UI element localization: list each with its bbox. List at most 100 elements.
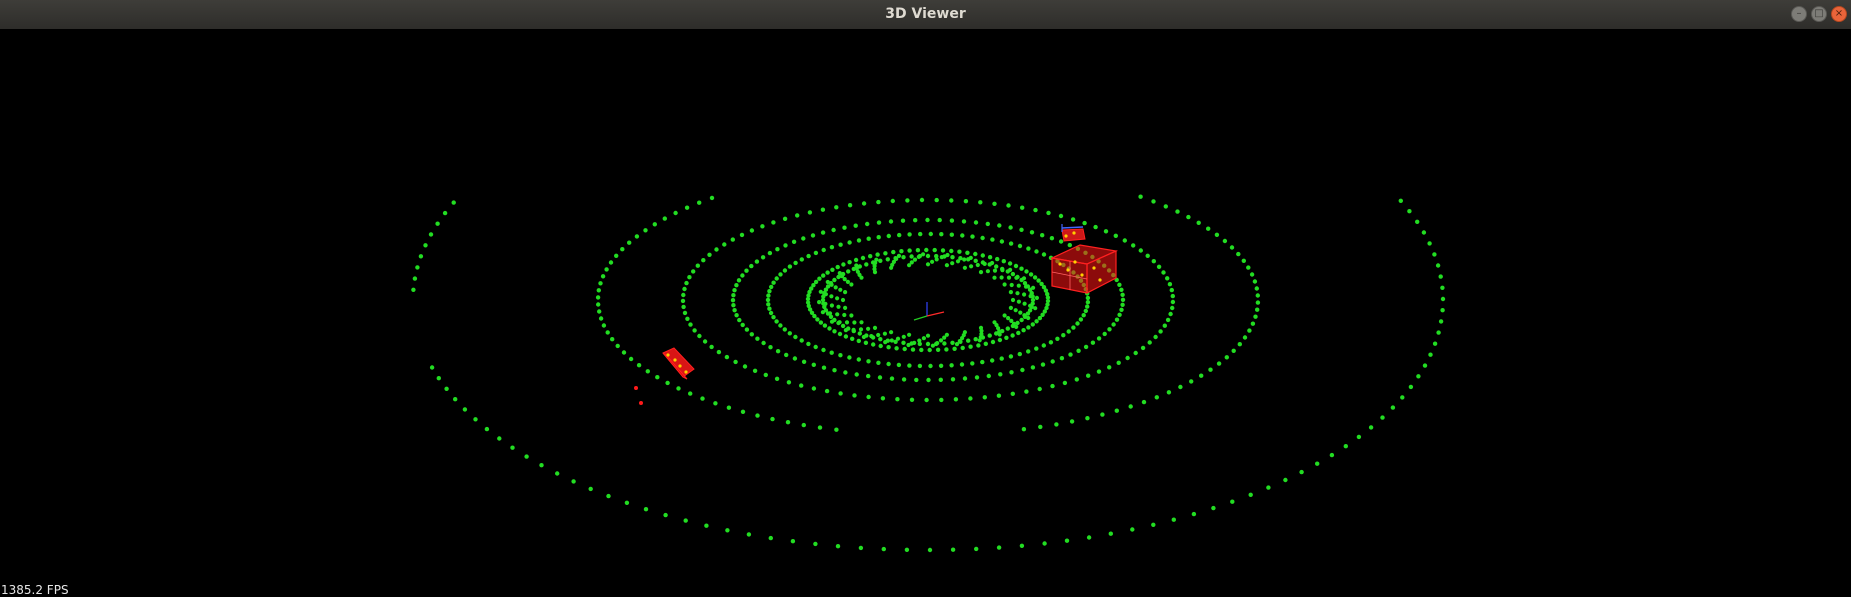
point [700, 396, 705, 401]
point [970, 361, 975, 366]
point [978, 200, 983, 205]
point [934, 257, 939, 262]
point [770, 416, 775, 422]
point [891, 259, 897, 264]
point [771, 220, 776, 225]
point [799, 257, 804, 262]
point [959, 362, 965, 367]
point [1010, 271, 1016, 277]
point [1438, 274, 1443, 279]
point [605, 330, 610, 335]
point [1059, 356, 1065, 361]
point [1046, 210, 1051, 216]
point [838, 287, 843, 292]
point [844, 320, 850, 325]
close-button[interactable]: × [1831, 6, 1847, 22]
point [415, 265, 420, 270]
point [1283, 477, 1288, 483]
point [1040, 362, 1046, 367]
point [722, 242, 727, 247]
point [1114, 317, 1120, 322]
point [598, 281, 603, 286]
point [767, 289, 772, 294]
point [846, 269, 851, 274]
point [412, 276, 418, 281]
point [810, 233, 816, 238]
point [1021, 328, 1026, 333]
point [939, 232, 944, 237]
point [1008, 225, 1013, 230]
point [858, 327, 864, 332]
point [1058, 239, 1064, 244]
bounding-box-left [662, 347, 695, 380]
point [885, 257, 890, 262]
point [801, 236, 806, 241]
point [994, 331, 999, 336]
point [1019, 543, 1025, 548]
point [1014, 324, 1019, 329]
point [928, 363, 933, 369]
maximize-button[interactable]: □ [1811, 6, 1827, 22]
point [1230, 499, 1235, 504]
window-titlebar[interactable]: 3D Viewer – □ × [0, 0, 1851, 30]
point [950, 261, 955, 266]
point [451, 200, 456, 205]
point [1068, 352, 1073, 357]
point [1428, 352, 1433, 357]
point [871, 342, 876, 347]
point [1249, 272, 1255, 277]
point [1006, 203, 1011, 208]
point [829, 303, 835, 308]
point [823, 292, 829, 297]
point [1170, 299, 1176, 305]
point [697, 333, 702, 339]
point [856, 238, 862, 243]
point [1107, 365, 1112, 370]
point [1010, 297, 1016, 303]
highlight-point [1073, 260, 1077, 264]
point [895, 336, 901, 341]
point [1076, 348, 1081, 353]
point [713, 401, 718, 406]
point [874, 257, 879, 262]
point [1151, 259, 1157, 264]
point [940, 248, 946, 253]
point [825, 284, 831, 289]
point [1141, 399, 1147, 405]
point [942, 341, 947, 346]
point [1408, 384, 1414, 390]
point [665, 380, 670, 386]
point [746, 532, 752, 537]
point [691, 269, 696, 274]
minimize-button[interactable]: – [1791, 6, 1807, 22]
point [688, 322, 693, 327]
point [1166, 390, 1172, 395]
point [925, 217, 930, 223]
point [863, 340, 869, 345]
point [484, 426, 490, 432]
highlight-point [678, 364, 682, 368]
point [1130, 527, 1135, 532]
point [944, 332, 950, 337]
point [1214, 232, 1220, 237]
point [801, 422, 806, 428]
point [880, 396, 886, 401]
point [1125, 355, 1130, 361]
point [828, 314, 834, 319]
point [732, 288, 737, 293]
point [1189, 379, 1194, 384]
point [835, 264, 840, 270]
point [1107, 327, 1112, 332]
highlight-point [1080, 273, 1084, 277]
point [1145, 253, 1150, 258]
point [957, 339, 962, 344]
point [1074, 377, 1080, 382]
point [990, 237, 995, 242]
point [1021, 427, 1027, 432]
point [830, 267, 835, 272]
point [980, 235, 985, 241]
3d-viewport[interactable]: 1385.2 FPS [0, 29, 1851, 597]
point [973, 220, 979, 225]
point [1025, 311, 1031, 316]
point [682, 310, 688, 316]
